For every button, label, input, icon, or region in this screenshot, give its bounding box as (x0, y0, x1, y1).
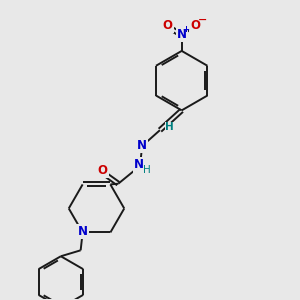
Text: −: − (198, 15, 207, 25)
Text: N: N (137, 139, 147, 152)
Text: N: N (134, 158, 144, 171)
Text: +: + (182, 25, 189, 34)
Text: N: N (177, 28, 187, 40)
Text: O: O (163, 19, 173, 32)
Text: O: O (98, 164, 107, 177)
Text: H: H (165, 122, 174, 132)
Text: H: H (143, 165, 151, 175)
Text: H: H (165, 122, 174, 132)
Text: O: O (190, 19, 201, 32)
Text: N: N (78, 225, 88, 238)
